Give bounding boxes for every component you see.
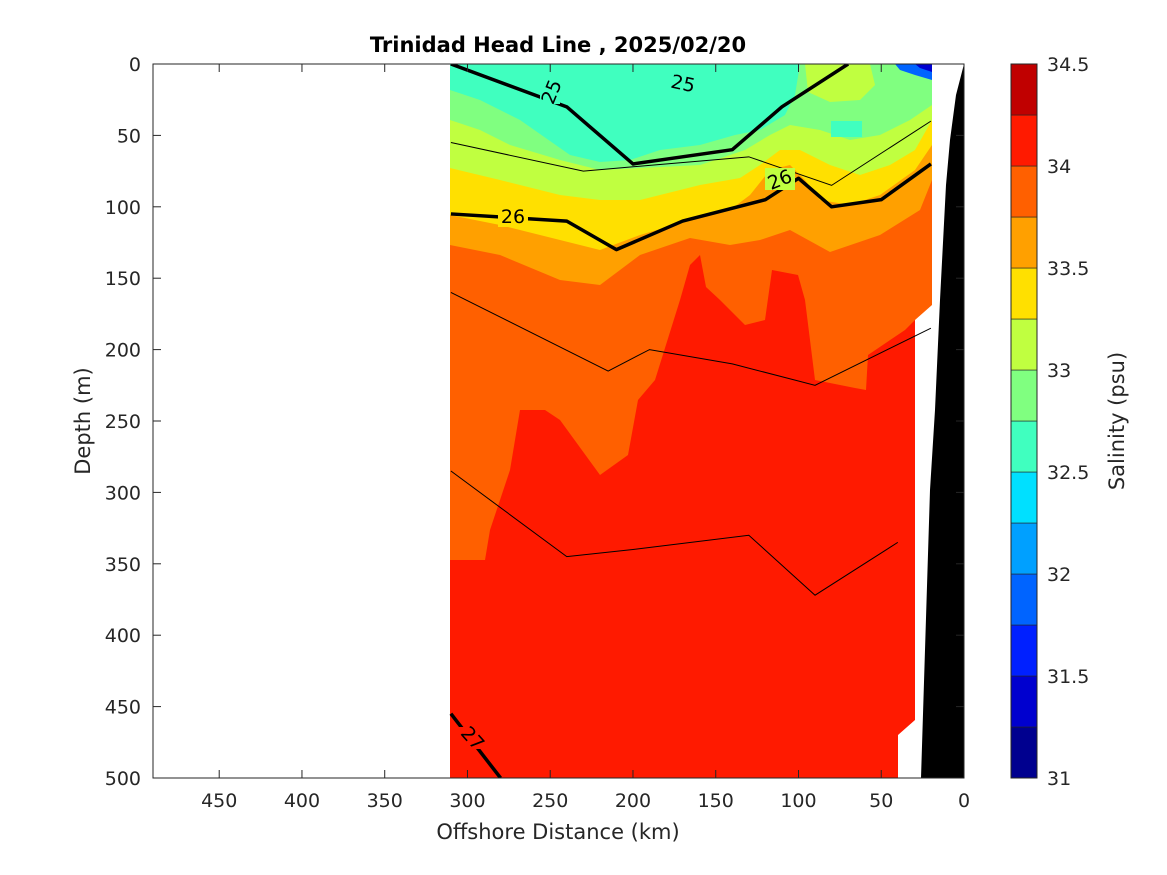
contour-label-25: 25 bbox=[669, 71, 697, 98]
colorbar-frame bbox=[1010, 63, 1038, 779]
salinity-patch bbox=[831, 121, 862, 137]
colorbar-segment bbox=[1010, 624, 1038, 677]
salinity-section bbox=[449, 64, 964, 778]
y-tick-label: 350 bbox=[105, 554, 141, 576]
x-tick-label: 150 bbox=[698, 790, 734, 812]
colorbar-segment bbox=[1010, 675, 1038, 728]
colorbar-tick-label: 31 bbox=[1047, 768, 1071, 790]
x-tick-label: 300 bbox=[449, 790, 485, 812]
colorbar-segment bbox=[1010, 267, 1038, 320]
y-tick-label: 400 bbox=[105, 625, 141, 647]
colorbar-tick-label: 34.5 bbox=[1047, 54, 1089, 76]
x-tick-label: 50 bbox=[869, 790, 893, 812]
colorbar-tick-label: 34 bbox=[1047, 156, 1071, 178]
colorbar-tick-label: 33.5 bbox=[1047, 258, 1089, 280]
colorbar-segment bbox=[1010, 114, 1038, 167]
contour-label-26: 26 bbox=[501, 206, 525, 228]
y-tick-label: 50 bbox=[117, 125, 141, 147]
x-tick-label: 0 bbox=[958, 790, 970, 812]
colorbar-tick-label: 32 bbox=[1047, 564, 1071, 586]
surface-patch bbox=[805, 64, 875, 102]
salinity-layer-32-75 bbox=[450, 64, 800, 162]
y-tick-label: 100 bbox=[105, 197, 141, 219]
colorbar-tick-label: 33 bbox=[1047, 360, 1071, 382]
x-axis-label: Offshore Distance (km) bbox=[436, 820, 679, 844]
y-axis-label: Depth (m) bbox=[71, 367, 95, 474]
x-tick-label: 400 bbox=[284, 790, 320, 812]
x-tick-label: 100 bbox=[780, 790, 816, 812]
colorbar: 34.5 34 33.5 33 32.5 32 31.5 31 bbox=[1010, 54, 1089, 790]
x-tick-label: 250 bbox=[532, 790, 568, 812]
colorbar-segment bbox=[1010, 471, 1038, 524]
coastal-lowest-salinity bbox=[915, 64, 932, 72]
thin-isopycnal-line bbox=[450, 292, 932, 386]
y-tick-label: 200 bbox=[105, 340, 141, 362]
colorbar-tick-label: 32.5 bbox=[1047, 462, 1089, 484]
chart-title: Trinidad Head Line , 2025/02/20 bbox=[370, 33, 746, 57]
x-tick-label: 450 bbox=[201, 790, 237, 812]
thin-isopycnal-line bbox=[450, 470, 899, 596]
colorbar-segment bbox=[1010, 726, 1038, 779]
y-tick-label: 450 bbox=[105, 697, 141, 719]
colorbar-segment bbox=[1010, 369, 1038, 422]
y-tick-label: 300 bbox=[105, 482, 141, 504]
colorbar-segment bbox=[1010, 165, 1038, 218]
colorbar-label: Salinity (psu) bbox=[1105, 352, 1129, 490]
y-axis: 0 50 100 150 200 250 300 350 400 450 500 bbox=[105, 54, 964, 790]
colorbar-segment bbox=[1010, 420, 1038, 473]
colorbar-segment bbox=[1010, 522, 1038, 575]
bottom-bathymetry bbox=[921, 64, 964, 778]
colorbar-segment bbox=[1010, 318, 1038, 371]
colorbar-tick-label: 31.5 bbox=[1047, 666, 1089, 688]
x-tick-label: 350 bbox=[367, 790, 403, 812]
colorbar-segment bbox=[1010, 216, 1038, 269]
y-tick-label: 150 bbox=[105, 268, 141, 290]
x-axis: 450 400 350 300 250 200 150 100 50 0 bbox=[201, 64, 970, 812]
y-tick-label: 0 bbox=[129, 54, 141, 76]
thin-isopycnal-line bbox=[450, 120, 932, 186]
colorbar-segment bbox=[1010, 63, 1038, 116]
colorbar-segment bbox=[1010, 573, 1038, 626]
thin-isopycnals bbox=[450, 120, 932, 596]
y-tick-label: 250 bbox=[105, 411, 141, 433]
contour-labels: 25 25 26 26 27 bbox=[456, 70, 795, 755]
y-tick-label: 500 bbox=[105, 768, 141, 790]
isopycnal-26 bbox=[450, 162, 932, 252]
x-tick-label: 200 bbox=[615, 790, 651, 812]
